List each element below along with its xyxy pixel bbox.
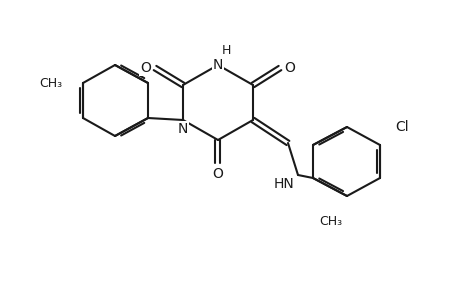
Text: O: O: [212, 167, 223, 181]
Text: N: N: [178, 122, 188, 136]
Text: CH₃: CH₃: [39, 76, 62, 89]
Text: HN: HN: [273, 177, 293, 191]
Text: O: O: [283, 61, 294, 75]
Text: N: N: [213, 58, 223, 72]
Text: H: H: [222, 44, 231, 57]
Text: CH₃: CH₃: [318, 215, 341, 228]
Text: Cl: Cl: [394, 120, 408, 134]
Text: O: O: [140, 61, 151, 75]
